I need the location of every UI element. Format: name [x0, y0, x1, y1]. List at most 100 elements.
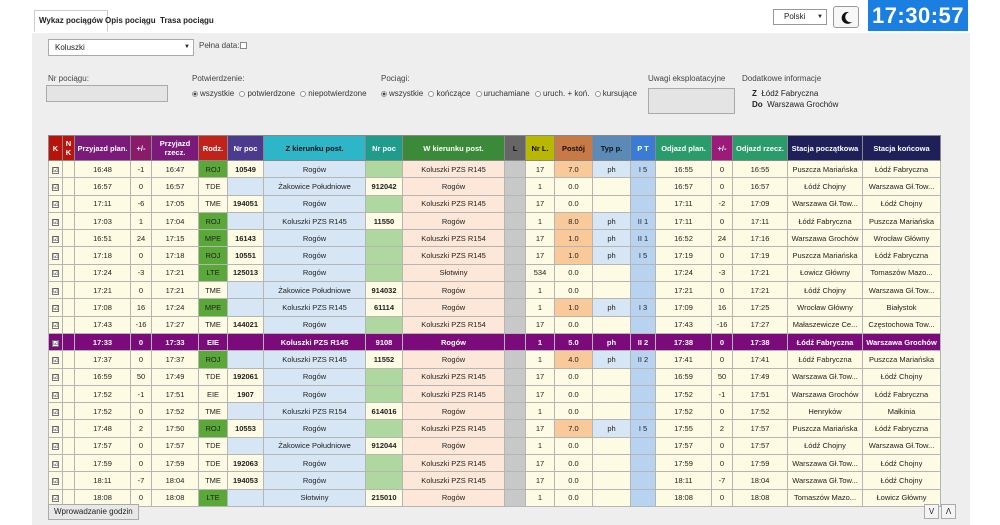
row-checkbox[interactable]: ☑: [52, 495, 59, 503]
col-k[interactable]: ☑: [48, 419, 63, 438]
row-checkbox[interactable]: ☑: [52, 322, 59, 330]
col-train-number-in-header[interactable]: Nr poc: [227, 135, 264, 161]
col-start-station-header[interactable]: Stacja początkowa: [787, 135, 863, 161]
enter-times-button[interactable]: Wprowadzanie godzin: [48, 504, 139, 520]
row-checkbox[interactable]: ☑: [52, 287, 59, 295]
col-k[interactable]: ☑: [48, 177, 63, 196]
table-row[interactable]: ☑ 17:57 0 17:57 TDE Żakowice Południowe 912044…: [48, 436, 941, 456]
col-k[interactable]: ☑: [48, 281, 63, 300]
col-k[interactable]: ☑: [48, 332, 63, 352]
radio-trains-starting[interactable]: [475, 90, 482, 97]
scroll-up-button[interactable]: Λ: [941, 504, 956, 519]
row-checkbox[interactable]: ☑: [52, 166, 59, 174]
col-k[interactable]: ☑: [48, 194, 63, 213]
table-row[interactable]: ☑ 17:59 0 17:59 TDE 192063 Rogów Koluszki PZS R…: [48, 454, 941, 473]
remarks-field[interactable]: [648, 88, 735, 114]
col-stop-type-header[interactable]: Typ p.: [592, 135, 631, 161]
col-end-station-header[interactable]: Stacja końcowa: [862, 135, 941, 161]
dark-mode-button[interactable]: [833, 6, 859, 28]
row-checkbox[interactable]: ☑: [52, 477, 59, 485]
table-row[interactable]: ☑ 16:57 0 16:57 TDE Żakowice Południowe 912042…: [48, 177, 941, 196]
col-departure-delay-header[interactable]: +/-: [711, 135, 733, 161]
table-row[interactable]: ☑ 17:08 16 17:24 MPE Koluszki PZS R145 61114 Ro…: [48, 298, 941, 317]
table-row[interactable]: ☑ 17:24 -3 17:21 LTE 125013 Rogów Słotwiny 534 0.…: [48, 263, 941, 283]
table-row[interactable]: ☑ 17:52 -1 17:51 EIE 1907 Rogów Koluszki PZS R1…: [48, 384, 941, 404]
row-checkbox[interactable]: ☑: [52, 426, 59, 434]
col-k[interactable]: ☑: [48, 229, 63, 248]
col-k[interactable]: ☑: [48, 159, 63, 179]
table-row[interactable]: ☑ 17:18 0 17:18 ROJ 10551 Rogów Koluszki PZS R1…: [48, 246, 941, 265]
col-platform-track-header[interactable]: P T: [630, 135, 656, 161]
tab-train-list[interactable]: Wykaz pociągów: [34, 10, 108, 32]
col-stop-header[interactable]: Postój: [554, 135, 593, 161]
col-k-header[interactable]: K: [48, 135, 63, 161]
col-departure-actual-header[interactable]: Odjazd rzecz.: [732, 135, 788, 161]
col-k[interactable]: ☑: [48, 402, 63, 421]
train-number-input[interactable]: [46, 85, 168, 102]
row-checkbox[interactable]: ☑: [52, 339, 59, 347]
radio-confirm-all[interactable]: [192, 90, 198, 97]
row-checkbox[interactable]: ☑: [52, 391, 59, 399]
table-row[interactable]: ☑ 16:48 -1 16:47 ROJ 10549 Rogów Koluszki PZS R…: [48, 159, 941, 179]
radio-trains-running[interactable]: [594, 90, 601, 97]
row-checkbox[interactable]: ☑: [52, 305, 59, 313]
full-date-checkbox[interactable]: [240, 42, 247, 49]
language-select[interactable]: Polski ▼: [773, 9, 827, 25]
row-checkbox[interactable]: ☑: [52, 443, 59, 451]
col-from-direction-header[interactable]: Z kierunku post.: [263, 135, 366, 161]
col-k[interactable]: ☑: [48, 436, 63, 456]
row-checkbox[interactable]: ☑: [52, 460, 59, 468]
table-row[interactable]: ☑ 16:51 24 17:15 MPE 16143 Rogów Koluszki PZS R…: [48, 229, 941, 248]
table-row[interactable]: ☑ 18:11 -7 18:04 TME 194053 Rogów Koluszki PZS …: [48, 471, 941, 490]
col-k[interactable]: ☑: [48, 315, 63, 334]
table-row[interactable]: ☑ 17:43 -16 17:27 TME 144021 Rogów Koluszki PZS…: [48, 315, 941, 334]
col-to-direction-header[interactable]: W kierunku post.: [402, 135, 505, 161]
col-k[interactable]: ☑: [48, 454, 63, 473]
col-k[interactable]: ☑: [48, 367, 63, 386]
row-checkbox[interactable]: ☑: [52, 201, 59, 209]
row-checkbox[interactable]: ☑: [52, 218, 59, 226]
col-kind-header[interactable]: Rodz.: [198, 135, 228, 161]
table-row[interactable]: ☑ 17:03 1 17:04 ROJ Koluszki PZS R145 11550 Rog…: [48, 211, 941, 231]
col-k[interactable]: ☑: [48, 471, 63, 490]
table-row[interactable]: ☑ 16:59 50 17:49 TDE 192061 Rogów Koluszki PZS …: [48, 367, 941, 386]
col-k[interactable]: ☑: [48, 298, 63, 317]
tab-train-route[interactable]: Trasa pociągu: [160, 16, 214, 25]
table-row[interactable]: ☑ 18:08 0 18:08 LTE Słotwiny 215010 Rogów 1 0.0 18…: [48, 488, 941, 507]
col-l-header[interactable]: L: [504, 135, 526, 161]
tab-train-description[interactable]: Opis pociągu: [105, 16, 156, 25]
row-checkbox[interactable]: ☑: [52, 235, 59, 243]
table-row[interactable]: ☑ 17:21 0 17:21 TME Żakowice Południowe 914032…: [48, 281, 941, 300]
table-row[interactable]: ☑ 17:11 -6 17:05 TME 194051 Rogów Koluszki PZS …: [48, 194, 941, 213]
col-arrival-planned-header[interactable]: Przyjazd plan.: [74, 135, 131, 161]
col-k[interactable]: ☑: [48, 384, 63, 404]
radio-trains-all[interactable]: [381, 90, 387, 97]
row-checkbox[interactable]: ☑: [52, 253, 59, 261]
col-train-number-out-header[interactable]: Nr poc: [365, 135, 403, 161]
col-track-number-header[interactable]: Nr L.: [525, 135, 555, 161]
col-k[interactable]: ☑: [48, 350, 63, 369]
row-checkbox[interactable]: ☑: [52, 270, 59, 278]
row-checkbox[interactable]: ☑: [52, 374, 59, 382]
col-k[interactable]: ☑: [48, 211, 63, 231]
col-departure-planned-header[interactable]: Odjazd plan.: [655, 135, 712, 161]
row-checkbox[interactable]: ☑: [52, 356, 59, 364]
col-nk-header[interactable]: N K: [62, 135, 75, 161]
table-row[interactable]: ☑ 17:48 2 17:50 ROJ 10553 Rogów Koluszki PZS R1…: [48, 419, 941, 438]
radio-trains-start-end[interactable]: [534, 90, 541, 97]
radio-confirm-confirmed[interactable]: [239, 90, 246, 97]
row-checkbox[interactable]: ☑: [52, 408, 59, 416]
scroll-down-button[interactable]: V: [924, 504, 939, 519]
table-row[interactable]: ☑ 17:37 0 17:37 ROJ Koluszki PZS R145 11552 Rog…: [48, 350, 941, 369]
col-arrival-actual-header[interactable]: Przyjazd rzecz.: [151, 135, 199, 161]
radio-trains-ending[interactable]: [428, 90, 435, 97]
row-checkbox[interactable]: ☑: [52, 183, 59, 191]
station-select[interactable]: Koluszki ▼: [48, 39, 194, 56]
radio-confirm-unconfirmed[interactable]: [300, 90, 307, 97]
col-k[interactable]: ☑: [48, 263, 63, 283]
table-row[interactable]: ☑ 17:52 0 17:52 TME Koluszki PZS R154 614016 Ro…: [48, 402, 941, 421]
col-k[interactable]: ☑: [48, 246, 63, 265]
col-from-direction: Rogów: [263, 246, 366, 265]
table-row[interactable]: ☑ 17:33 0 17:33 EIE Koluszki PZS R145 9108 Rogó…: [48, 332, 941, 352]
col-arrival-delay-header[interactable]: +/-: [130, 135, 152, 161]
